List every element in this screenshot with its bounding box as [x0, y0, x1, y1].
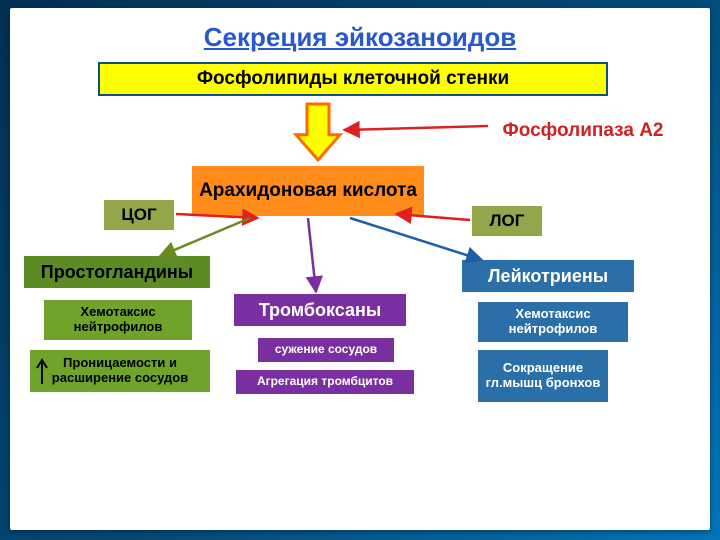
node-arachidonic: Арахидоновая кислота — [192, 166, 424, 216]
node-pg_eff1: Хемотаксис нейтрофилов — [44, 300, 192, 340]
node-pla2: Фосфолипаза А2 — [488, 106, 678, 156]
slide-panel: Секреция эйкозаноидов Фосфолипиды клеточ… — [10, 8, 710, 530]
node-lt_eff1: Хемотаксис нейтрофилов — [478, 302, 628, 342]
edge-pla2-to-arrow — [344, 126, 488, 130]
node-lt: Лейкотриены — [462, 260, 634, 292]
edge-aa-to-lt — [350, 218, 482, 260]
node-phospholipids: Фосфолипиды клеточной стенки — [98, 62, 608, 96]
node-lt_eff2: Сокращение гл.мышц бронхов — [478, 350, 608, 402]
node-pg: Простогландины — [24, 256, 210, 288]
node-tx_eff1: сужение сосудов — [258, 338, 394, 362]
node-tx_eff2: Агрегация тромбцитов — [236, 370, 414, 394]
down-arrow-icon — [296, 104, 340, 160]
node-tx: Тромбоксаны — [234, 294, 406, 326]
edge-aa-to-tx — [308, 218, 316, 292]
node-lox: ЛОГ — [472, 206, 542, 236]
slide-title: Секреция эйкозаноидов — [10, 22, 710, 53]
node-pg_eff2: Проницаемости и расширение сосудов — [30, 350, 210, 392]
node-cox: ЦОГ — [104, 200, 174, 230]
